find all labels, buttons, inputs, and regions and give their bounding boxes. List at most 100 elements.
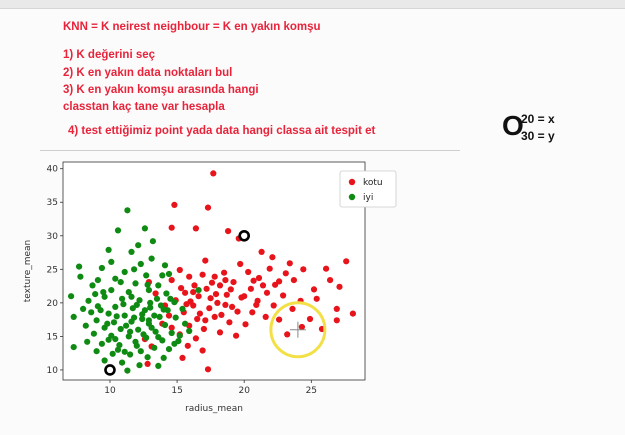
point-kotu [214,299,221,306]
point-iyi [141,225,148,232]
point-iyi [97,307,104,314]
point-kotu [218,311,225,318]
test-point-marker [104,364,116,376]
point-kotu [192,225,199,232]
point-kotu [258,248,265,255]
x-tick-label: 15 [171,386,182,396]
equation-top: 20 = x [521,112,555,126]
point-iyi [121,348,128,355]
point-iyi [133,301,140,308]
point-iyi [132,280,139,287]
point-kotu [202,317,209,324]
point-iyi [140,331,147,338]
point-kotu [199,271,206,278]
point-kotu [230,279,237,286]
point-iyi [98,264,105,272]
point-iyi [108,258,115,265]
point-iyi [132,338,139,345]
point-iyi [82,322,89,329]
point-kotu [183,301,190,308]
point-iyi [176,332,183,339]
point-iyi [94,277,101,284]
point-kotu [249,309,256,316]
point-iyi [112,303,119,310]
point-kotu [253,301,260,308]
point-kotu [211,273,218,280]
point-kotu [176,266,183,274]
point-kotu [204,366,212,373]
point-iyi [156,313,163,320]
point-kotu [247,285,254,292]
y-tick-label: 40 [47,165,59,175]
point-kotu [208,279,216,286]
point-iyi [85,297,92,304]
point-iyi [137,260,144,268]
equation-bottom: 30 = y [521,129,555,143]
point-iyi [128,293,135,300]
point-iyi [136,362,143,369]
point-iyi [124,367,131,374]
point-iyi [127,351,134,358]
note-step-1: 1) K değerini seç [63,49,156,61]
point-kotu [333,317,340,324]
point-kotu [203,285,210,292]
note-step-3a: 3) K en yakın komşu arasında hangi [63,84,259,96]
point-iyi [114,346,122,353]
y-tick-label: 20 [47,299,59,309]
point-kotu [199,347,206,354]
point-kotu [259,282,267,289]
point-iyi [179,305,186,312]
point-iyi [161,321,169,329]
point-iyi [101,357,108,364]
point-iyi [117,279,124,286]
y-tick-label: 30 [47,232,59,242]
point-kotu [221,269,228,276]
point-iyi [68,293,75,300]
point-iyi [159,272,166,279]
point-kotu [206,305,213,312]
x-axis-label: radius_mean [185,404,243,414]
point-iyi [149,238,156,245]
point-iyi [92,291,99,298]
point-kotu [323,265,330,272]
point-kotu [263,289,271,296]
point-kotu [191,282,198,289]
point-kotu [336,283,343,290]
point-iyi [119,359,126,366]
point-kotu [222,277,229,284]
point-iyi [123,322,130,329]
point-iyi [144,281,151,288]
point-kotu [262,313,269,320]
point-kotu [272,281,279,288]
point-iyi [121,268,128,276]
point-iyi [155,334,162,341]
point-iyi [148,324,155,331]
point-kotu [184,342,191,349]
point-iyi [114,227,122,234]
point-kotu [310,286,318,293]
point-iyi [141,307,148,314]
point-iyi [151,344,158,351]
y-tick-label: 10 [47,366,59,376]
point-kotu [286,260,293,267]
point-iyi [168,329,175,337]
point-kotu [186,273,193,280]
point-kotu [255,274,263,282]
point-iyi [165,270,173,278]
point-kotu [298,323,305,331]
point-iyi [131,266,138,273]
point-iyi [105,310,112,317]
point-iyi [165,346,173,353]
point-iyi [186,327,193,335]
point-iyi [76,263,83,270]
point-kotu [202,257,209,264]
point-kotu [313,295,320,302]
point-kotu [182,289,189,296]
note-step-2: 2) K en yakın data noktaları bul [63,67,233,79]
point-kotu [216,282,224,289]
point-iyi [88,309,95,316]
point-kotu [226,319,233,326]
point-iyi [163,290,170,297]
point-kotu [290,277,297,284]
